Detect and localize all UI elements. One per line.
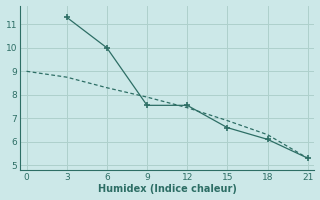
X-axis label: Humidex (Indice chaleur): Humidex (Indice chaleur) — [98, 184, 236, 194]
